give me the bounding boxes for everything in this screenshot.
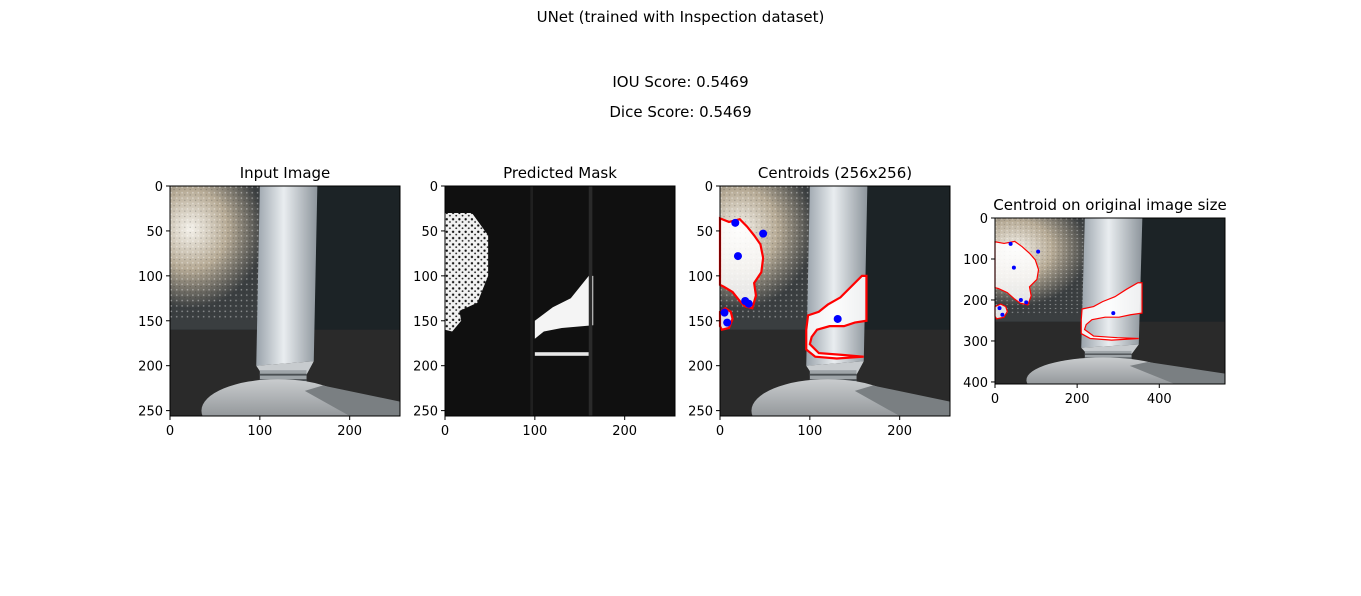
centroid-point (733, 252, 742, 261)
y-tick-label: 0 (430, 180, 438, 195)
iou-score: IOU Score: 0.5469 (612, 73, 749, 91)
x-tick-label: 200 (337, 424, 362, 439)
centroid-point (1011, 265, 1016, 270)
panel-title: Input Image (240, 164, 331, 182)
centroid-point (744, 299, 753, 308)
centroid-point (997, 306, 1002, 311)
centroid-point (1008, 241, 1013, 246)
centroid-point (1018, 297, 1023, 302)
y-tick-label: 200 (138, 360, 163, 375)
centroid-point (731, 218, 740, 227)
x-tick-label: 0 (716, 424, 724, 439)
y-tick-label: 0 (155, 180, 163, 195)
y-tick-label: 50 (696, 225, 713, 240)
y-tick-label: 100 (688, 270, 713, 285)
y-tick-label: 250 (413, 405, 438, 420)
centroid-point (1111, 311, 1116, 316)
y-tick-label: 300 (963, 335, 988, 350)
panel-image (170, 186, 400, 416)
axes-frame (444, 185, 676, 417)
x-tick-label: 100 (797, 424, 822, 439)
contour-line (1080, 282, 1143, 341)
y-tick-label: 250 (688, 405, 713, 420)
x-tick-label: 400 (1147, 392, 1172, 407)
y-tick-label: 250 (138, 405, 163, 420)
y-tick-label: 50 (146, 225, 163, 240)
x-tick-label: 200 (1065, 392, 1090, 407)
x-tick-label: 0 (441, 424, 449, 439)
panel-title: Centroid on original image size (993, 196, 1226, 214)
centroid-point (1036, 249, 1041, 254)
y-tick-label: 100 (963, 253, 988, 268)
x-tick-label: 100 (247, 424, 272, 439)
y-tick-label: 100 (413, 270, 438, 285)
centroid-point (1024, 300, 1029, 305)
panel-title: Predicted Mask (503, 164, 617, 182)
panel-title: Centroids (256x256) (758, 164, 912, 182)
panel-2: Predicted Mask 0 100 200 0 50 100 150 200 250 (413, 164, 676, 439)
axes-frame (994, 217, 1226, 385)
contour-line (994, 240, 1040, 306)
y-tick-label: 150 (138, 315, 163, 330)
y-tick-label: 0 (980, 212, 988, 227)
y-tick-label: 400 (963, 376, 988, 391)
x-tick-label: 200 (612, 424, 637, 439)
dice-score: Dice Score: 0.5469 (609, 103, 752, 121)
y-tick-label: 100 (138, 270, 163, 285)
centroid-point (833, 314, 842, 323)
axes-frame (719, 185, 951, 417)
y-tick-label: 200 (413, 360, 438, 375)
y-tick-label: 200 (963, 294, 988, 309)
y-tick-label: 150 (688, 315, 713, 330)
centroid-point (759, 229, 768, 238)
centroid-point (720, 308, 729, 317)
x-tick-label: 0 (166, 424, 174, 439)
panel-1: Input Image 0 100 200 0 50 100 150 200 250 (138, 164, 401, 439)
x-tick-label: 100 (522, 424, 547, 439)
y-tick-label: 150 (413, 315, 438, 330)
panel-image (445, 186, 675, 416)
centroid-point (1000, 312, 1005, 317)
y-tick-label: 50 (421, 225, 438, 240)
figure-title: UNet (trained with Inspection dataset) (536, 8, 825, 26)
x-tick-label: 0 (991, 392, 999, 407)
axes-frame (169, 185, 401, 417)
panel-3: Centroids (256x256) 0 100 200 0 50 100 150 200 25… (688, 164, 951, 439)
x-tick-label: 200 (887, 424, 912, 439)
contour-line (718, 216, 765, 310)
y-tick-label: 0 (705, 180, 713, 195)
centroid-point (723, 318, 732, 327)
y-tick-label: 200 (688, 360, 713, 375)
